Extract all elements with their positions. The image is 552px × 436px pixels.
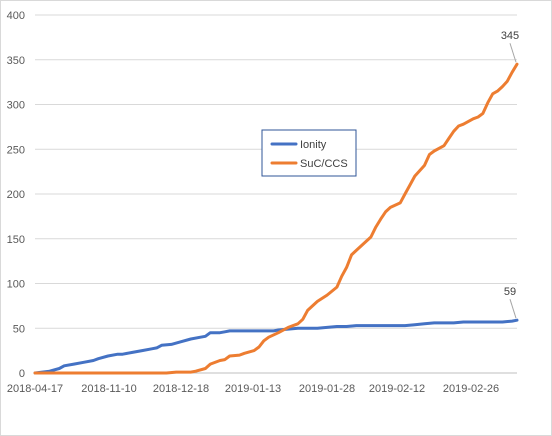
y-axis-ticks: 0 50 100 150 200 250 300 350 400 — [7, 10, 25, 380]
x-tick-label: 2019-02-12 — [369, 383, 425, 395]
x-tick-label: 2019-02-26 — [443, 383, 499, 395]
legend-label-suc-ccs: SuC/CCS — [300, 158, 348, 170]
data-label: 59 — [504, 286, 516, 298]
x-tick-label: 2018-04-17 — [7, 383, 63, 395]
series-line-ionity — [33, 318, 519, 375]
x-axis-ticks: 2018-04-17 2018-11-10 2018-12-18 2019-01-13… — [7, 383, 499, 395]
y-tick-label: 200 — [7, 189, 25, 201]
series-line-suc-ccs — [33, 62, 519, 375]
y-tick-label: 350 — [7, 55, 25, 67]
data-label-leader — [509, 43, 517, 63]
x-tick-label: 2019-01-28 — [299, 383, 355, 395]
y-tick-label: 400 — [7, 10, 25, 22]
x-tick-label: 2018-11-10 — [81, 383, 136, 395]
y-tick-label: 150 — [7, 234, 25, 246]
data-label-leader — [509, 299, 517, 319]
y-tick-label: 300 — [7, 100, 25, 112]
y-tick-label: 250 — [7, 144, 25, 156]
x-tick-label: 2019-01-13 — [225, 383, 281, 395]
legend: Ionity SuC/CCS — [261, 129, 357, 177]
y-tick-label: 50 — [13, 323, 25, 335]
data-label: 345 — [501, 30, 519, 42]
data-labels: 59 345 — [501, 30, 519, 319]
x-tick-label: 2018-12-18 — [153, 383, 209, 395]
y-tick-label: 100 — [7, 279, 25, 291]
legend-label-ionity: Ionity — [300, 139, 327, 151]
series-lines — [33, 62, 519, 375]
y-tick-label: 0 — [19, 368, 25, 380]
legend-box — [261, 129, 357, 177]
